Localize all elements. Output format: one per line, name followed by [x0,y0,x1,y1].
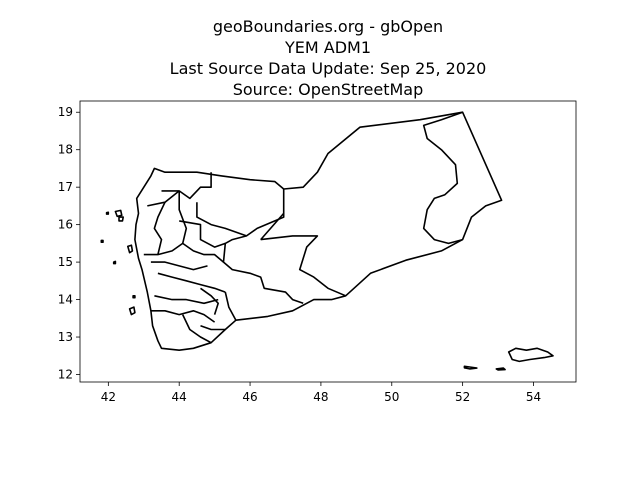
boundary-island-samhah [495,367,506,371]
boundary-layer [100,111,554,371]
boundary-island-tiny-c [112,260,117,265]
boundary-taiz-north [150,310,216,323]
title-line-2: YEM ADM1 [284,38,371,57]
y-axis-ticks: 12 13 14 15 16 17 18 19 [58,105,80,382]
boundary-bayda-west [224,291,237,321]
boundary-ibb-north [154,295,219,305]
y-tick-label: 16 [58,218,73,232]
boundary-island-hanish-zuqar [128,306,136,316]
boundary-amran-west [147,190,180,207]
boundary-island-socotra [507,347,554,363]
x-tick-label: 42 [101,390,116,404]
boundary-lahij-west [181,314,212,344]
boundary-mahwit-raymah [150,261,208,271]
boundary-island-farasan-a [114,209,123,218]
boundary-island-tiny-d [132,295,136,299]
boundary-outline [134,111,503,351]
y-tick-label: 12 [58,368,73,382]
x-tick-label: 48 [313,390,328,404]
axes-frame [79,100,577,383]
boundary-sanaa-west [179,220,226,248]
boundary-dhale [200,287,219,315]
boundary-marib-west [222,189,304,305]
boundary-island-tiny-b [100,239,104,243]
boundary-hajjah-east [153,201,166,255]
x-tick-label: 52 [455,390,470,404]
figure-title: geoBoundaries.org - gbOpen YEM ADM1 Last… [170,17,487,99]
y-tick-label: 17 [58,180,73,194]
boundary-sanaa-south [182,242,225,263]
y-tick-label: 19 [58,105,73,119]
boundary-island-tiny-a [105,211,110,215]
y-tick-label: 13 [58,330,73,344]
boundary-dhamar-north [157,272,226,293]
boundary-island-kamaran [127,244,134,254]
title-line-1: geoBoundaries.org - gbOpen [213,17,443,36]
x-tick-label: 54 [526,390,541,404]
boundary-amran-east [143,190,188,256]
boundary-al-jawf-south [260,235,347,297]
y-tick-label: 14 [58,293,73,307]
boundary-island-abd-al-kuri [463,365,478,370]
x-axis-ticks: 42 44 46 48 50 52 54 [101,382,541,404]
title-line-4: Source: OpenStreetMap [233,80,424,99]
boundary-saada-jawf [161,172,212,200]
boundary-saada-south [196,202,247,237]
y-tick-label: 15 [58,255,73,269]
boundary-aden-lahij [200,325,226,331]
x-tick-label: 46 [242,390,257,404]
boundary-marib-link [260,212,285,241]
title-line-3: Last Source Data Update: Sep 25, 2020 [170,59,487,78]
y-tick-label: 18 [58,143,73,157]
x-tick-label: 50 [384,390,399,404]
boundary-inner-east [422,111,463,245]
boundary-island-farasan-b [118,216,124,222]
x-tick-label: 44 [172,390,187,404]
